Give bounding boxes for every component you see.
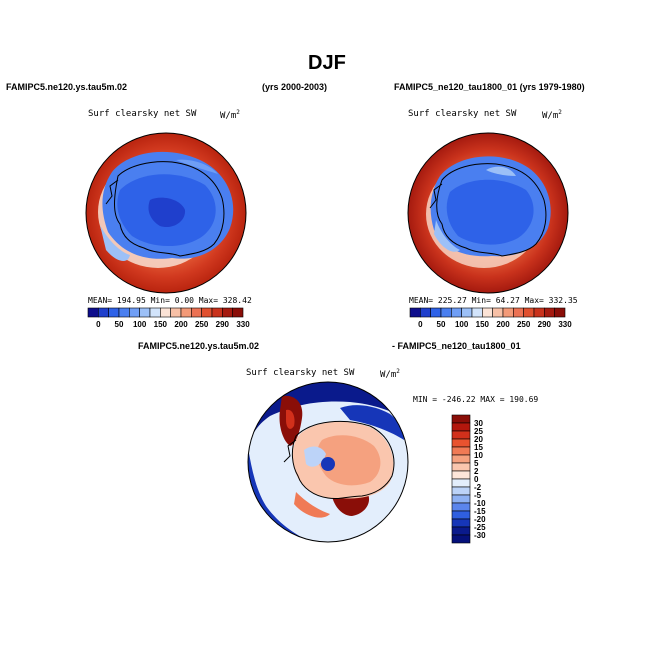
right-colorbar-tick-label: 330 [558, 320, 572, 329]
left-case-name: FAMIPC5.ne120.ys.tau5m.02 [6, 82, 128, 92]
diff-colorbar-swatch [451, 526, 471, 536]
left-stats: MEAN= 194.95 Min= 0.00 Max= 328.42 [88, 296, 252, 305]
diff-colorbar-swatch [451, 422, 471, 432]
diff-colorbar-tick-label: 15 [474, 443, 483, 452]
diff-colorbar-swatch [451, 510, 471, 520]
diff-colorbar-swatch [451, 486, 471, 496]
diff-case-b: - FAMIPC5_ne120_tau1800_01 [392, 341, 521, 351]
figure-title: DJF [308, 52, 346, 74]
right-colorbar-tick-label: 0 [418, 320, 423, 329]
diff-colorbar-tick-label: 5 [474, 459, 479, 468]
diff-colorbar-swatch [451, 462, 471, 472]
diff-colorbar-swatch [451, 478, 471, 488]
left-colorbar-tick-label: 50 [115, 320, 124, 329]
diff-colorbar-swatch [451, 446, 471, 456]
diff-colorbar-tick-label: 10 [474, 451, 483, 460]
diff-colorbar-tick-label: -2 [474, 483, 482, 492]
diff-colorbar-swatch [451, 438, 471, 448]
diff-colorbar-swatch [451, 454, 471, 464]
right-colorbar-tick-label: 50 [437, 320, 446, 329]
left-colorbar-swatch [232, 307, 244, 318]
diff-colorbar-swatch [451, 502, 471, 512]
diff-colorbar-tick-label: -25 [474, 523, 486, 532]
diff-colorbar-swatch [451, 430, 471, 440]
diff-colorbar-swatch [451, 518, 471, 528]
diff-colorbar-tick-label: -30 [474, 531, 486, 540]
diff-colorbar-swatch [451, 494, 471, 504]
right-colorbar-tick-label: 200 [496, 320, 510, 329]
diff-colorbar-tick-label: -10 [474, 499, 486, 508]
diff-colorbar-tick-label: 25 [474, 427, 483, 436]
left-colorbar-tick-label: 200 [174, 320, 188, 329]
diff-colorbar-tick-label: -15 [474, 507, 486, 516]
diff-colorbar-tick-label: 2 [474, 467, 479, 476]
left-years: (yrs 2000-2003) [262, 82, 328, 92]
right-colorbar-tick-label: 150 [476, 320, 490, 329]
left-colorbar-tick-label: 100 [133, 320, 147, 329]
diff-stats: MIN = -246.22 MAX = 190.69 [413, 395, 539, 404]
right-units-label: W/m2 [542, 109, 562, 121]
diff-case-a: FAMIPC5.ne120.ys.tau5m.02 [138, 341, 260, 351]
diff-colorbar-swatch [451, 534, 471, 544]
left-colorbar-tick-label: 330 [236, 320, 250, 329]
right-colorbar-tick-label: 100 [455, 320, 469, 329]
diff-colorbar-tick-label: 20 [474, 435, 483, 444]
left-units-label: W/m2 [220, 109, 240, 121]
right-stats: MEAN= 225.27 Min= 64.27 Max= 332.35 [409, 296, 578, 305]
left-colorbar-tick-label: 150 [154, 320, 168, 329]
diff-colorbar-swatch [451, 414, 471, 424]
diff-colorbar-swatch [451, 470, 471, 480]
diff-variable-label: Surf clearsky net SW [246, 368, 355, 378]
left-colorbar-tick-label: 0 [96, 320, 101, 329]
left-colorbar-tick-label: 250 [195, 320, 209, 329]
right-case-name: FAMIPC5_ne120_tau1800_01 (yrs 1979-1980) [394, 82, 585, 92]
right-colorbar-swatch [554, 307, 566, 318]
diff-colorbar-tick-label: -5 [474, 491, 482, 500]
right-variable-label: Surf clearsky net SW [408, 109, 517, 119]
diff-colorbar-tick-label: 30 [474, 419, 483, 428]
right-colorbar-tick-label: 290 [538, 320, 552, 329]
left-variable-label: Surf clearsky net SW [88, 109, 197, 119]
left-colorbar-tick-label: 290 [216, 320, 230, 329]
diff-colorbar-tick-label: -20 [474, 515, 486, 524]
diff-colorbar-tick-label: 0 [474, 475, 479, 484]
diff-units-label: W/m2 [380, 368, 400, 380]
right-colorbar-tick-label: 250 [517, 320, 531, 329]
